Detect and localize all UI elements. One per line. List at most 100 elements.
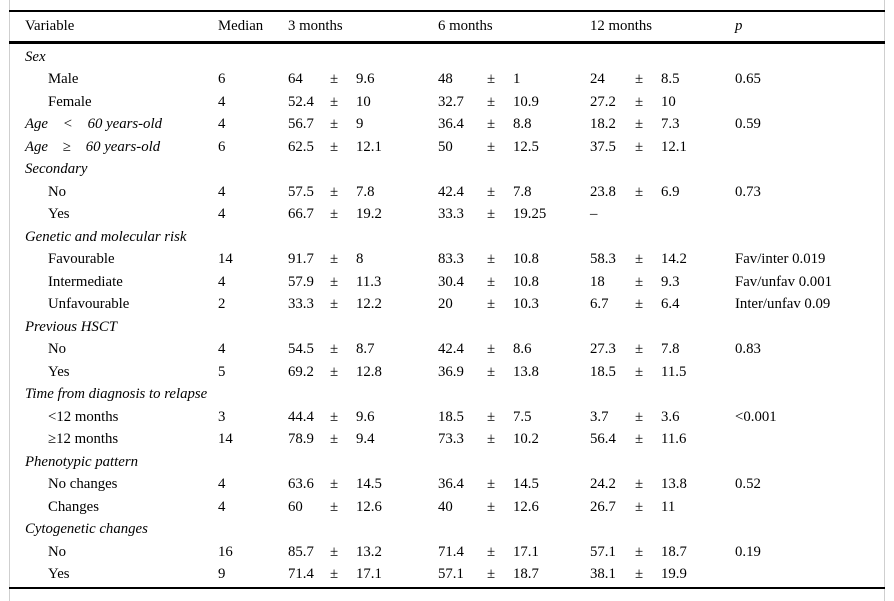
12-months-error: 6.4	[661, 296, 680, 313]
3-months-error: 7.8	[356, 183, 375, 200]
12-months-value: –	[590, 206, 598, 223]
12-months-error: 11	[661, 498, 676, 515]
12-months: 57.1 ±18.7	[590, 544, 735, 561]
3-months-error: 9.6	[356, 71, 375, 88]
3-months: 57.5 ±7.8	[288, 184, 438, 201]
plus-minus-sign: ±	[330, 408, 339, 425]
plus-minus-sign: ±	[635, 71, 644, 88]
p-value: 0.59	[735, 116, 761, 133]
plus-minus-sign: ±	[635, 476, 644, 493]
section-label: Previous HSCT	[25, 318, 117, 335]
median-value: 6	[218, 138, 226, 155]
row-label: Female	[48, 93, 92, 110]
6-months-error: 10.3	[513, 296, 539, 313]
table-row: No changes 4 63.6 ±14.5 36.4 ±14.5 24.2 ±13.8 0.…	[25, 474, 869, 497]
p-value: 0.65	[735, 71, 761, 88]
6-months-error: 8.6	[513, 341, 532, 358]
6-months-value: 48	[438, 71, 453, 88]
3-months-error: 11.3	[356, 273, 382, 290]
3-months-error: 9.6	[356, 408, 375, 425]
12-months-value: 58.3	[590, 251, 616, 268]
12-months: 18.5 ±11.5	[590, 364, 735, 381]
6-months-error: 7.8	[513, 183, 532, 200]
6-months-error: 13.8	[513, 363, 539, 380]
row-label: Intermediate	[48, 273, 123, 290]
median-value: 4	[218, 116, 226, 133]
row-label: Favourable	[48, 251, 115, 268]
6-months: 30.4 ±10.8	[438, 274, 590, 291]
6-months-value: 42.4	[438, 183, 464, 200]
6-months-value: 50	[438, 138, 453, 155]
plus-minus-sign: ±	[487, 476, 496, 493]
plus-minus-sign: ±	[330, 138, 339, 155]
12-months-error: 7.3	[661, 116, 680, 133]
table-top-rule	[9, 10, 885, 12]
plus-minus-sign: ±	[330, 116, 339, 133]
plus-minus-sign: ±	[635, 566, 644, 583]
row-label: Changes	[48, 498, 99, 515]
median-value: 4	[218, 273, 226, 290]
3-months-error: 14.5	[356, 476, 382, 493]
6-months-value: 20	[438, 296, 453, 313]
plus-minus-sign: ±	[635, 273, 644, 290]
left-page-edge	[9, 0, 10, 601]
12-months-error: 9.3	[661, 273, 680, 290]
median-value: 2	[218, 296, 226, 313]
p-value: Fav/inter 0.019	[735, 251, 826, 268]
12-months-value: 37.5	[590, 138, 616, 155]
12-months: 27.3 ±7.8	[590, 341, 735, 358]
3-months-value: 57.9	[288, 273, 314, 290]
plus-minus-sign: ±	[487, 341, 496, 358]
3-months-value: 91.7	[288, 251, 314, 268]
12-months: 3.7 ±3.6	[590, 409, 735, 426]
table-row: Female 4 52.4 ±10 32.7 ±10.9 27.2 ±10	[25, 91, 869, 114]
plus-minus-sign: ±	[635, 138, 644, 155]
plus-minus-sign: ±	[487, 116, 496, 133]
col-header-3-months: 3 months	[288, 17, 343, 34]
plus-minus-sign: ±	[635, 296, 644, 313]
3-months-value: 69.2	[288, 363, 314, 380]
3-months-value: 56.7	[288, 116, 314, 133]
12-months-value: 56.4	[590, 431, 616, 448]
median-value: 4	[218, 93, 226, 110]
3-months-error: 12.8	[356, 363, 382, 380]
6-months-value: 83.3	[438, 251, 464, 268]
6-months: 40 ±12.6	[438, 499, 590, 516]
6-months-error: 10.9	[513, 93, 539, 110]
header-bottom-rule	[9, 41, 885, 44]
table-row: Changes 4 60 ±12.6 40 ±12.6 26.7 ±11	[25, 496, 869, 519]
12-months: 26.7 ±11	[590, 499, 735, 516]
3-months-error: 12.2	[356, 296, 382, 313]
table-row: No 4 57.5 ±7.8 42.4 ±7.8 23.8 ±6.9 0.73	[25, 181, 869, 204]
table-row: ≥12 months 14 78.9 ±9.4 73.3 ±10.2 56.4 ±11.6	[25, 429, 869, 452]
row-label: Male	[48, 71, 79, 88]
row-label: <12 months	[48, 408, 119, 425]
section-row: Cytogenetic changes	[25, 519, 869, 542]
plus-minus-sign: ±	[330, 273, 339, 290]
12-months: 56.4 ±11.6	[590, 431, 735, 448]
plus-minus-sign: ±	[330, 341, 339, 358]
3-months-error: 12.6	[356, 498, 382, 515]
section-label: Phenotypic pattern	[25, 453, 138, 470]
plus-minus-sign: ±	[487, 566, 496, 583]
12-months-value: 18.5	[590, 363, 616, 380]
col-header-p: p	[735, 17, 743, 34]
12-months: 27.2 ±10	[590, 94, 735, 111]
plus-minus-sign: ±	[635, 408, 644, 425]
12-months: 18.2 ±7.3	[590, 116, 735, 133]
p-value: Fav/unfav 0.001	[735, 273, 832, 290]
table-row: Male 6 64 ±9.6 48 ±1 24 ±8.5 0.65	[25, 69, 869, 92]
plus-minus-sign: ±	[487, 183, 496, 200]
12-months-value: 23.8	[590, 183, 616, 200]
plus-minus-sign: ±	[330, 476, 339, 493]
6-months-value: 36.4	[438, 476, 464, 493]
12-months-value: 27.2	[590, 93, 616, 110]
p-value: <0.001	[735, 408, 777, 425]
col-header-12-months: 12 months	[590, 17, 653, 34]
6-months-error: 10.8	[513, 273, 539, 290]
plus-minus-sign: ±	[487, 138, 496, 155]
median-value: 4	[218, 498, 226, 515]
6-months-value: 73.3	[438, 431, 464, 448]
6-months-value: 33.3	[438, 206, 464, 223]
3-months: 57.9 ±11.3	[288, 274, 438, 291]
